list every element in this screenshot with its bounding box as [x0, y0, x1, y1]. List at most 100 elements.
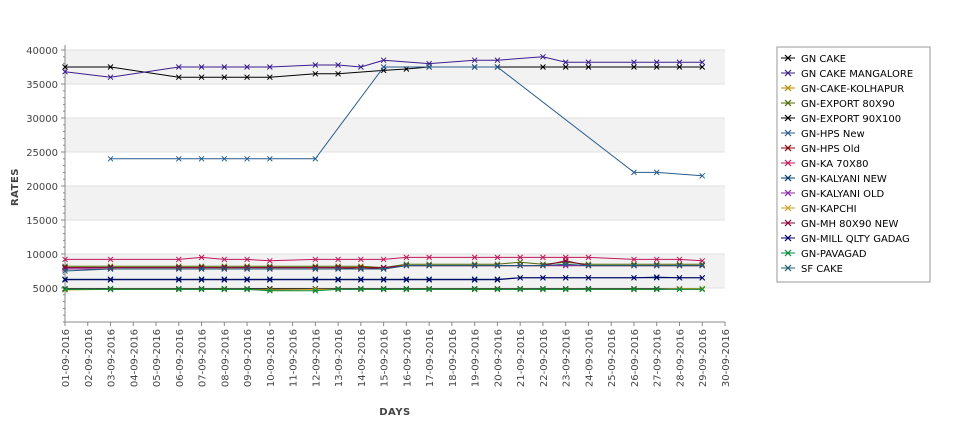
legend-item: GN-EXPORT 80X90 [781, 99, 895, 110]
data-point [653, 256, 660, 263]
y-tick-label: 30000 [26, 114, 58, 125]
legend-label: GN-EXPORT 90X100 [801, 114, 901, 125]
data-point [471, 276, 478, 283]
data-point [107, 64, 114, 70]
data-point [221, 74, 228, 81]
data-point [175, 286, 182, 293]
x-tick-label: 30-09-2016 [721, 329, 732, 387]
legend-item: GN-EXPORT 90X100 [781, 114, 901, 125]
x-tick-label: 29-09-2016 [698, 329, 709, 387]
x-tick-label: 09-09-2016 [243, 329, 254, 387]
data-point [62, 68, 68, 75]
data-point [676, 274, 683, 281]
data-point [676, 286, 683, 293]
data-point [380, 256, 387, 263]
x-tick-label: 07-09-2016 [198, 329, 209, 387]
data-point [426, 262, 432, 269]
legend-marker [784, 129, 792, 137]
legend-label: GN-KALYANI NEW [801, 174, 887, 185]
data-point [426, 254, 432, 261]
data-point [312, 287, 319, 294]
legend-label: GN-MH 80X90 NEW [801, 219, 898, 230]
data-point [426, 64, 432, 70]
data-point [107, 155, 114, 162]
legend-label: GN-HPS Old [801, 144, 860, 155]
x-tick-label: 16-09-2016 [402, 329, 413, 387]
data-point [198, 155, 205, 162]
x-tick-label: 17-09-2016 [425, 329, 436, 387]
data-point [221, 266, 228, 272]
data-point [312, 70, 319, 77]
data-point [266, 257, 273, 264]
data-point [562, 274, 569, 281]
x-tick-label: 12-09-2016 [311, 329, 322, 387]
data-point [175, 256, 182, 263]
data-point [312, 276, 319, 283]
data-point [676, 59, 683, 66]
y-tick-label: 10000 [26, 250, 58, 261]
data-point [107, 276, 114, 283]
data-point [494, 286, 501, 293]
data-point [540, 286, 546, 293]
x-tick-label: 19-09-2016 [471, 329, 482, 387]
legend-item: GN-MILL QLTY GADAG [781, 234, 910, 245]
y-axis-title: RATES [10, 168, 21, 206]
legend-item: GN-MH 80X90 NEW [781, 219, 898, 230]
legend-label: GN CAKE [801, 54, 846, 65]
data-point [107, 266, 114, 272]
data-point [699, 64, 706, 70]
data-point [494, 254, 501, 261]
data-point [198, 266, 205, 272]
data-point [540, 254, 546, 261]
legend-marker [784, 189, 792, 197]
legend-label: GN-CAKE-KOLHAPUR [801, 84, 904, 95]
x-tick-label: 25-09-2016 [607, 329, 618, 387]
data-point [585, 64, 592, 70]
data-point [631, 262, 637, 269]
data-point [221, 256, 228, 263]
data-point [380, 266, 387, 272]
data-point [335, 256, 341, 263]
legend-marker [784, 159, 792, 167]
legend-item: GN CAKE [781, 54, 846, 65]
legend-label: GN-HPS New [801, 129, 865, 140]
data-point [699, 59, 706, 66]
data-point [585, 286, 592, 293]
data-point [312, 62, 319, 68]
data-point [175, 266, 182, 272]
data-point [312, 256, 319, 263]
data-point [266, 74, 273, 81]
data-point [494, 262, 501, 269]
x-tick-label: 15-09-2016 [380, 329, 391, 387]
x-tick-label: 10-09-2016 [266, 329, 277, 387]
x-tick-label: 01-09-2016 [61, 329, 72, 387]
data-point [198, 254, 205, 261]
data-point [403, 276, 410, 283]
data-point [62, 268, 68, 274]
series-group [107, 64, 706, 179]
data-point [358, 286, 364, 293]
legend-marker [784, 69, 792, 77]
data-point [266, 287, 273, 294]
data-point [471, 262, 478, 269]
data-point [175, 74, 182, 81]
x-tick-label: 23-09-2016 [562, 329, 573, 387]
data-point [653, 274, 660, 280]
legend-item: GN CAKE MANGALORE [781, 69, 913, 80]
data-point [198, 286, 205, 293]
data-point [540, 274, 546, 281]
data-point [403, 254, 410, 261]
data-point [540, 53, 546, 60]
data-point [221, 64, 228, 70]
y-tick-label: 35000 [26, 80, 58, 91]
legend-item: GN-KAPCHI [781, 204, 857, 215]
data-point [244, 256, 250, 263]
x-tick-label: 27-09-2016 [653, 329, 664, 387]
data-point [403, 286, 410, 293]
legend-label: GN-PAVAGAD [801, 249, 867, 260]
data-point [699, 286, 706, 293]
data-point [221, 286, 228, 293]
series-group [62, 64, 706, 81]
data-point [676, 64, 683, 70]
x-tick-label: 11-09-2016 [289, 329, 300, 387]
